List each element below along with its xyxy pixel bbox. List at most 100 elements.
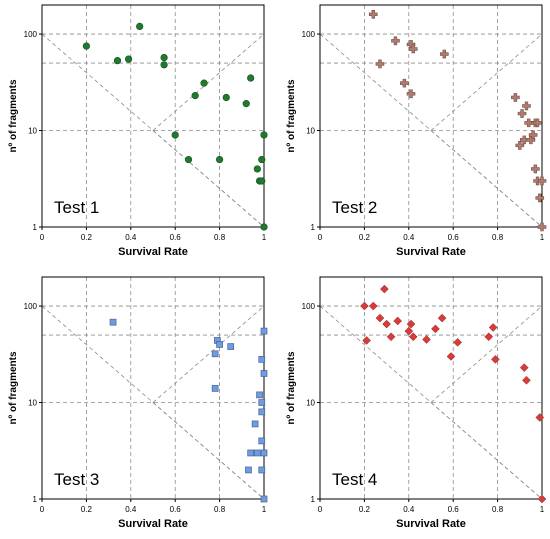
data-point xyxy=(406,89,416,99)
data-point xyxy=(537,176,547,186)
data-point xyxy=(519,363,529,372)
x-tick-label: 0 xyxy=(318,233,323,242)
y-axis-label: nº of fragments xyxy=(8,79,19,153)
x-tick-label: 0.2 xyxy=(81,233,93,242)
data-point xyxy=(200,79,208,87)
data-point xyxy=(533,118,542,128)
data-point xyxy=(408,332,418,342)
data-point xyxy=(375,59,385,69)
data-point xyxy=(522,101,531,111)
panel-label: Test 4 xyxy=(332,470,377,489)
data-point xyxy=(404,326,414,336)
data-point xyxy=(368,301,378,311)
panel-label: Test 3 xyxy=(54,470,99,489)
data-point xyxy=(160,53,168,62)
data-point xyxy=(258,356,266,363)
data-point xyxy=(535,413,545,422)
data-point xyxy=(360,301,369,311)
y-tick-label: 10 xyxy=(306,127,315,136)
data-point xyxy=(393,316,403,326)
data-point xyxy=(136,22,144,31)
data-point xyxy=(253,449,261,457)
data-point xyxy=(124,55,133,63)
data-point xyxy=(109,318,117,326)
data-point xyxy=(488,323,498,332)
diagonal-reference-line xyxy=(152,130,265,228)
x-tick-label: 0.8 xyxy=(214,505,226,514)
y-tick-label: 100 xyxy=(24,302,38,311)
data-point xyxy=(406,319,416,329)
chart-panel-2: 0 0.2 0.4 0.6 0.8 1 1 10 100 Survival Rate nº of f… xyxy=(286,4,547,258)
data-point xyxy=(82,42,90,50)
data-point xyxy=(515,141,525,150)
data-point xyxy=(535,193,545,203)
y-tick-label: 10 xyxy=(306,399,315,408)
data-point xyxy=(251,420,259,428)
data-point xyxy=(528,130,538,140)
x-tick-label: 0 xyxy=(318,505,323,514)
plot-frame xyxy=(319,4,543,228)
data-point xyxy=(260,327,268,335)
data-point xyxy=(227,343,235,350)
diagonal-reference-line xyxy=(430,402,543,500)
data-point xyxy=(258,155,266,164)
data-point xyxy=(380,284,389,294)
diagonal-reference-line xyxy=(430,33,543,131)
x-tick-label: 0.6 xyxy=(170,233,182,242)
x-tick-label: 0.8 xyxy=(492,505,504,514)
y-tick-label: 10 xyxy=(28,399,37,408)
panel-label: Test 1 xyxy=(54,198,99,217)
x-tick-label: 0.4 xyxy=(125,233,137,242)
x-tick-label: 0 xyxy=(40,233,45,242)
data-point xyxy=(184,155,193,164)
y-axis-label: nº of fragments xyxy=(8,351,19,425)
data-point xyxy=(260,223,268,231)
plot-frame xyxy=(319,276,543,500)
data-point xyxy=(522,375,531,385)
data-point xyxy=(386,332,396,342)
data-point xyxy=(216,155,224,164)
diagonal-reference-line xyxy=(152,305,265,403)
data-point xyxy=(260,495,268,503)
data-point xyxy=(258,437,266,445)
data-point xyxy=(113,57,122,65)
x-tick-label: 0.4 xyxy=(125,505,137,514)
data-point xyxy=(258,399,266,406)
data-point xyxy=(537,494,547,504)
data-point xyxy=(253,165,261,173)
diagonal-reference-line xyxy=(152,402,265,500)
data-point xyxy=(260,131,268,139)
x-tick-label: 0.6 xyxy=(170,505,182,514)
data-point xyxy=(245,466,252,474)
y-axis-label: nº of fragments xyxy=(286,79,297,153)
data-point xyxy=(222,93,230,102)
x-tick-label: 0.8 xyxy=(492,233,504,242)
data-point xyxy=(260,370,268,377)
data-point xyxy=(524,118,533,128)
data-point xyxy=(211,385,219,392)
data-point xyxy=(160,61,168,69)
x-tick-label: 1 xyxy=(262,505,267,514)
x-axis-label: Survival Rate xyxy=(118,518,188,530)
data-point xyxy=(375,313,385,323)
data-point xyxy=(191,92,199,100)
y-tick-label: 100 xyxy=(302,30,316,39)
data-point xyxy=(247,74,255,82)
data-point xyxy=(382,319,391,329)
y-tick-label: 1 xyxy=(311,223,316,232)
data-point xyxy=(247,449,255,457)
data-point xyxy=(171,131,179,139)
x-tick-label: 0.6 xyxy=(448,233,460,242)
data-point xyxy=(440,49,449,59)
data-point xyxy=(446,352,456,361)
y-tick-label: 1 xyxy=(33,223,38,232)
data-point xyxy=(491,355,500,364)
data-point xyxy=(362,336,371,345)
x-axis-label: Survival Rate xyxy=(396,518,466,530)
diagonal-reference-line xyxy=(430,130,543,228)
data-point xyxy=(216,341,223,348)
data-point xyxy=(511,93,520,102)
data-point xyxy=(422,335,431,344)
data-point xyxy=(242,100,250,108)
